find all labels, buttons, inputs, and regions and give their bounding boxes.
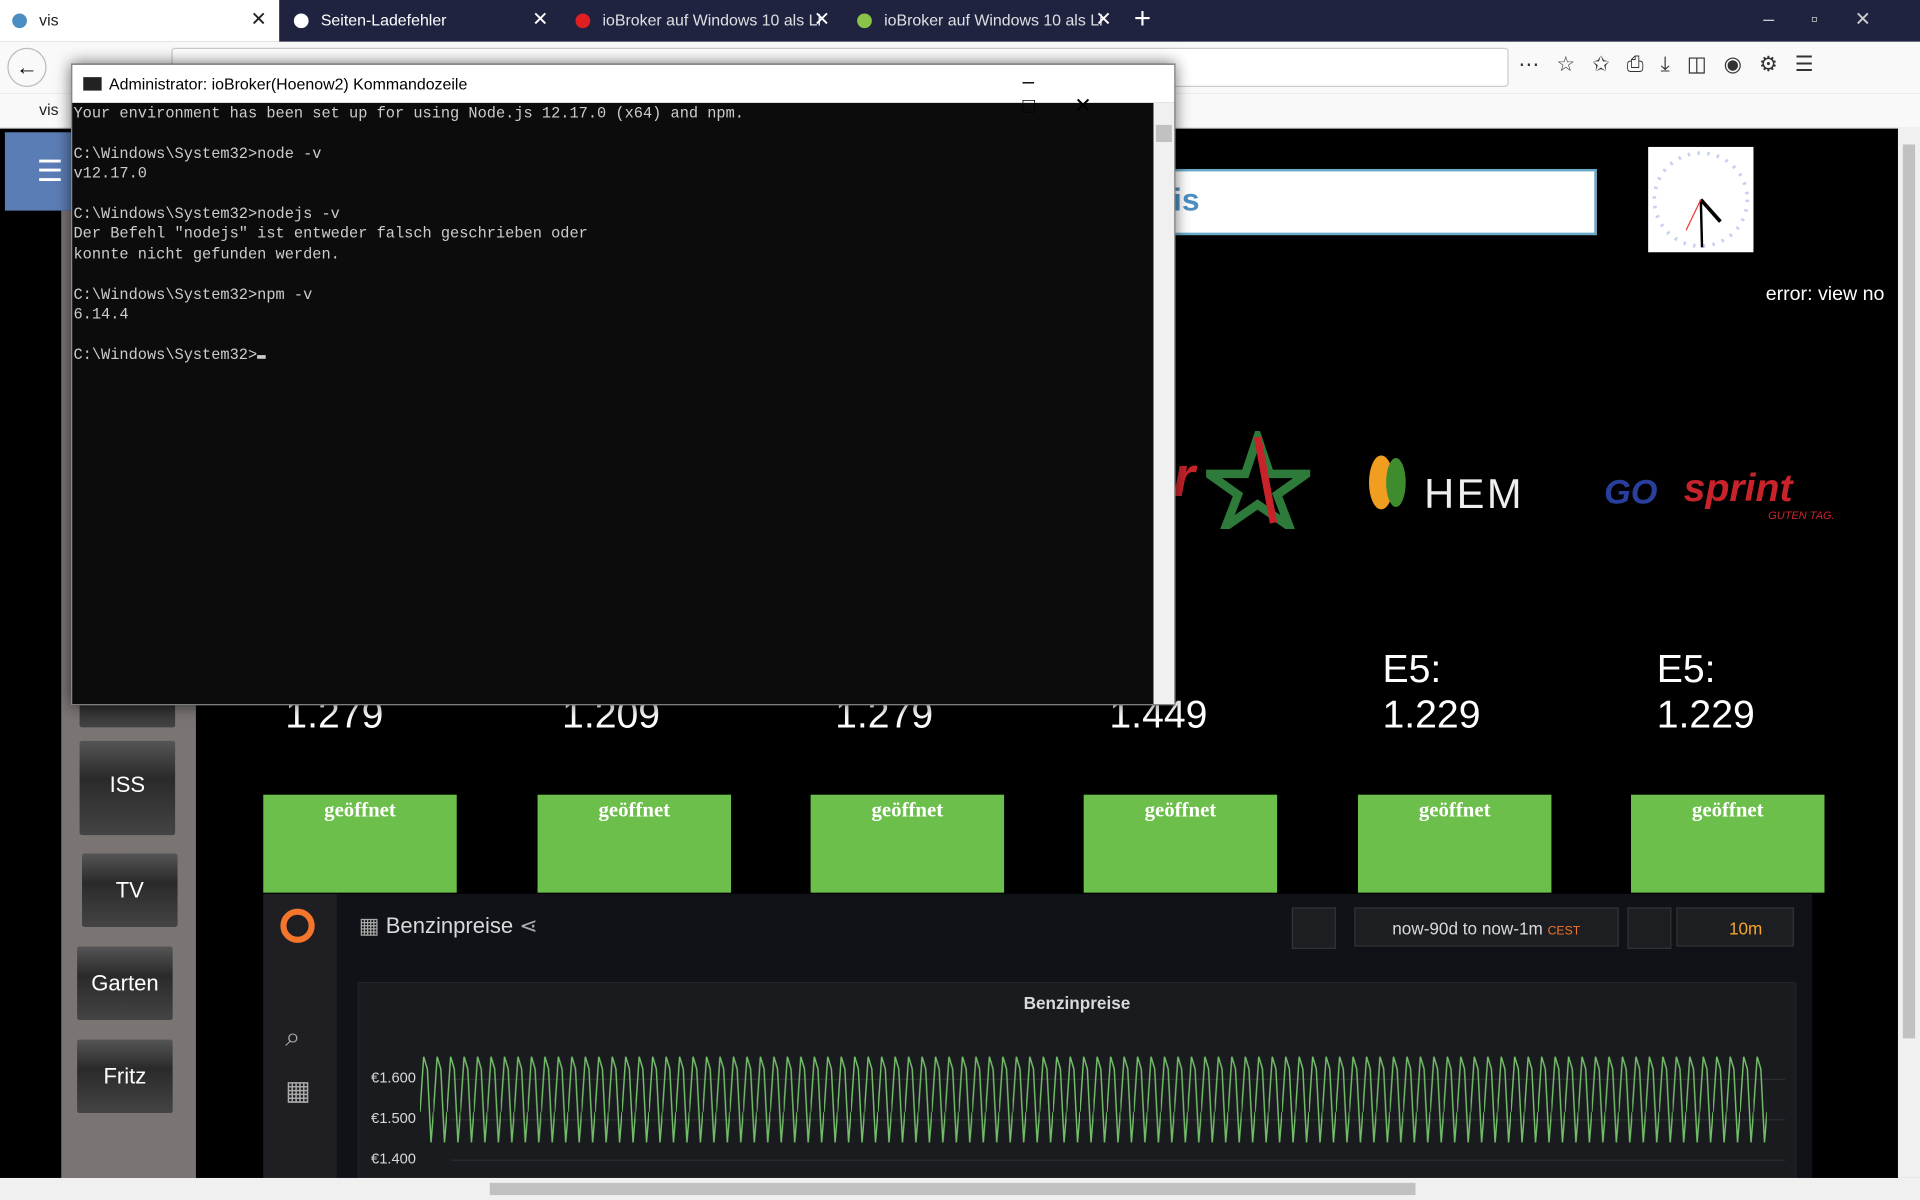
- status-box: geöffnet: [263, 794, 457, 893]
- status-box: geöffnet: [1083, 794, 1278, 893]
- console-controls[interactable]: –□✕: [1022, 69, 1131, 118]
- fuel-label: E5:: [1382, 646, 1442, 691]
- clock: [1648, 146, 1754, 253]
- bookmark[interactable]: vis: [39, 100, 59, 119]
- status-box: geöffnet: [537, 794, 732, 893]
- refresh-picker[interactable]: 10m: [1676, 907, 1794, 947]
- console-line: C:\Windows\System32>node -v: [73, 145, 322, 163]
- hem-leaf: [1368, 455, 1406, 510]
- console-line: [73, 184, 744, 204]
- price-series: [420, 1038, 1767, 1180]
- menu-button[interactable]: TV: [82, 853, 178, 927]
- tab-close[interactable]: ✕: [532, 9, 549, 31]
- tab-icon: [293, 13, 309, 29]
- dashboard-name: Benzinpreise: [385, 913, 514, 938]
- tab-bar: [0, 0, 1920, 42]
- console-window: Administrator: ioBroker(Hoenow2) Kommand…: [71, 63, 1176, 706]
- search-icon[interactable]: ⌕: [285, 1021, 301, 1052]
- console-titlebar: Administrator: ioBroker(Hoenow2) Kommand…: [72, 64, 1175, 118]
- logo-star-icon: [1206, 431, 1311, 529]
- tab[interactable]: vis ✕: [0, 0, 280, 42]
- tab-title: ioBroker auf Windows 10 als Li: [884, 11, 1103, 30]
- tab-title: Seiten-Ladefehler: [320, 11, 447, 30]
- dashboard-title[interactable]: ▦ Benzinpreise ⋖: [358, 913, 538, 938]
- menu-button[interactable]: Fritz: [77, 1039, 173, 1114]
- y-tick-label: €1.500: [371, 1109, 416, 1127]
- error-text: error: view no: [1765, 284, 1885, 305]
- status-box: geöffnet: [1357, 794, 1552, 893]
- v-scrollbar[interactable]: [1897, 127, 1920, 1178]
- window-controls[interactable]: –▫✕: [1763, 9, 1908, 31]
- tab[interactable]: ioBroker auf Windows 10 als Li ✕: [845, 0, 1124, 42]
- console-title: Administrator: ioBroker(Hoenow2) Kommand…: [108, 74, 468, 94]
- tab-title: ioBroker auf Windows 10 als Li: [602, 11, 822, 30]
- tab-title: vis: [39, 11, 59, 30]
- new-tab[interactable]: +: [1133, 2, 1152, 36]
- time-range: now-90d to now-1m: [1392, 918, 1543, 938]
- console-line: konnte nicht gefunden werden.: [73, 245, 340, 263]
- grafana-logo[interactable]: [280, 908, 315, 943]
- tv-button[interactable]: [1291, 907, 1336, 949]
- tab-icon: [12, 13, 27, 29]
- console-line: C:\Windows\System32>nodejs -v: [73, 205, 340, 223]
- console-line: [73, 265, 744, 285]
- panel: Benzinpreise €1.600 €1.500 €1.400: [357, 982, 1797, 1181]
- y-tick-label: €1.600: [371, 1068, 416, 1087]
- clock-face: [1652, 151, 1750, 248]
- console-line: C:\Windows\System32>: [73, 345, 744, 365]
- console-output: Your environment has been set up for usi…: [73, 104, 744, 365]
- console-line: Der Befehl "nodejs" ist entweder falsch …: [73, 225, 588, 243]
- tab-icon: [857, 13, 872, 29]
- console-line: Your environment has been set up for usi…: [73, 105, 744, 123]
- tab-close[interactable]: ✕: [1095, 9, 1112, 31]
- status-box: geöffnet: [1631, 794, 1825, 893]
- price: 1.229: [1656, 691, 1755, 736]
- console-scrollbar[interactable]: [1153, 102, 1175, 705]
- cursor: [257, 354, 266, 359]
- y-tick-label: €1.400: [371, 1149, 416, 1167]
- logo-hem: HEM: [1424, 471, 1524, 518]
- console-icon: [83, 77, 102, 91]
- hamburger[interactable]: ☰: [36, 155, 64, 189]
- tab-icon: [575, 13, 591, 29]
- tab[interactable]: Seiten-Ladefehler ✕: [282, 0, 561, 42]
- title-text: is: [1173, 181, 1200, 218]
- console-line: [73, 325, 744, 345]
- console-line: [73, 124, 744, 144]
- time-picker[interactable]: now-90d to now-1m CEST: [1354, 907, 1619, 947]
- console-line: C:\Windows\System32>npm -v: [73, 285, 313, 304]
- logo-star: r: [1173, 444, 1195, 509]
- menu-button[interactable]: ISS: [79, 740, 176, 836]
- plot: [420, 1038, 1767, 1180]
- timezone: CEST: [1547, 924, 1581, 938]
- tab-close[interactable]: ✕: [250, 9, 267, 31]
- tab[interactable]: ioBroker auf Windows 10 als Li ✕: [563, 0, 842, 42]
- grafana: ⌕ ▦ ▦ Benzinpreise ⋖ now-90d to now-1m C…: [263, 893, 1813, 1181]
- console-line: v12.17.0: [73, 165, 147, 183]
- title-box: is: [1102, 168, 1597, 236]
- refresh-interval: 10m: [1728, 918, 1763, 938]
- status-box: geöffnet: [810, 794, 1005, 893]
- toolbar-icons[interactable]: ⋯☆✩⎙⤓◫◉⚙☰: [1518, 52, 1831, 76]
- h-scrollbar[interactable]: [0, 1177, 1920, 1200]
- logo-sprint: sprint: [1683, 465, 1793, 510]
- fuel-label: E5:: [1656, 646, 1716, 691]
- back-button[interactable]: ←: [7, 47, 47, 87]
- menu-button[interactable]: Garten: [77, 946, 173, 1021]
- price: 1.229: [1382, 691, 1481, 736]
- panel-title: Benzinpreise: [1023, 993, 1131, 1013]
- grafana-sidebar: ⌕ ▦: [263, 893, 337, 1178]
- console-line: 6.14.4: [73, 306, 129, 324]
- logo-go: GO: [1604, 472, 1658, 511]
- zoom-out[interactable]: [1627, 907, 1672, 949]
- tab-close[interactable]: ✕: [813, 9, 831, 31]
- logo-slogan: GUTEN TAG.: [1768, 509, 1835, 522]
- dashboards-icon[interactable]: ▦: [285, 1075, 311, 1106]
